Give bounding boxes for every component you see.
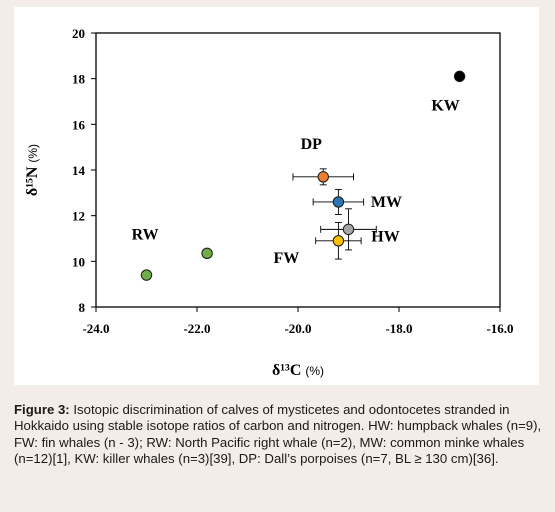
y-axis-unit: (%) bbox=[26, 144, 40, 163]
x-axis-unit: (%) bbox=[305, 364, 324, 378]
data-point bbox=[332, 235, 345, 247]
x-axis-title: δ¹³C (%) bbox=[272, 362, 324, 379]
x-tick-label: -18.0 bbox=[385, 321, 412, 336]
x-tick-label: -20.0 bbox=[284, 321, 311, 336]
x-tick-label: -22.0 bbox=[183, 321, 210, 336]
y-tick-label: 14 bbox=[72, 163, 86, 178]
group-label: MW bbox=[371, 194, 402, 211]
data-point bbox=[453, 70, 466, 83]
group-label: DP bbox=[301, 136, 323, 153]
y-tick-label: 8 bbox=[79, 300, 86, 315]
data-point bbox=[201, 247, 213, 260]
y-tick-label: 10 bbox=[72, 254, 85, 269]
group-label: HW bbox=[371, 228, 399, 245]
caption-label: Figure 3: bbox=[14, 402, 70, 417]
group-label: FW bbox=[274, 250, 300, 267]
x-tick-label: -24.0 bbox=[82, 321, 109, 336]
group-label: RW bbox=[132, 226, 159, 243]
chart-area: -24.0 -22.0 -20.0 -18.0 -16.0 8 10 12 14 16 18 20 δ¹… bbox=[14, 7, 539, 385]
y-axis-title: δ¹⁵N (%) bbox=[24, 144, 41, 196]
caption-text: Isotopic discrimination of calves of mys… bbox=[14, 402, 542, 467]
y-tick-label: 12 bbox=[72, 209, 85, 224]
data-point bbox=[332, 196, 345, 208]
group-label: KW bbox=[431, 97, 459, 114]
data-point bbox=[317, 171, 329, 183]
y-tick-label: 16 bbox=[72, 117, 86, 132]
figure-caption: Figure 3: Isotopic discrimination of cal… bbox=[14, 402, 542, 468]
scatter-chart: -24.0 -22.0 -20.0 -18.0 -16.0 8 10 12 14 16 18 20 δ¹… bbox=[24, 26, 514, 379]
data-point bbox=[342, 223, 355, 236]
x-tick-label: -16.0 bbox=[486, 321, 513, 336]
data-point bbox=[140, 269, 153, 281]
y-tick-label: 18 bbox=[72, 72, 86, 87]
y-tick-label: 20 bbox=[72, 26, 85, 41]
